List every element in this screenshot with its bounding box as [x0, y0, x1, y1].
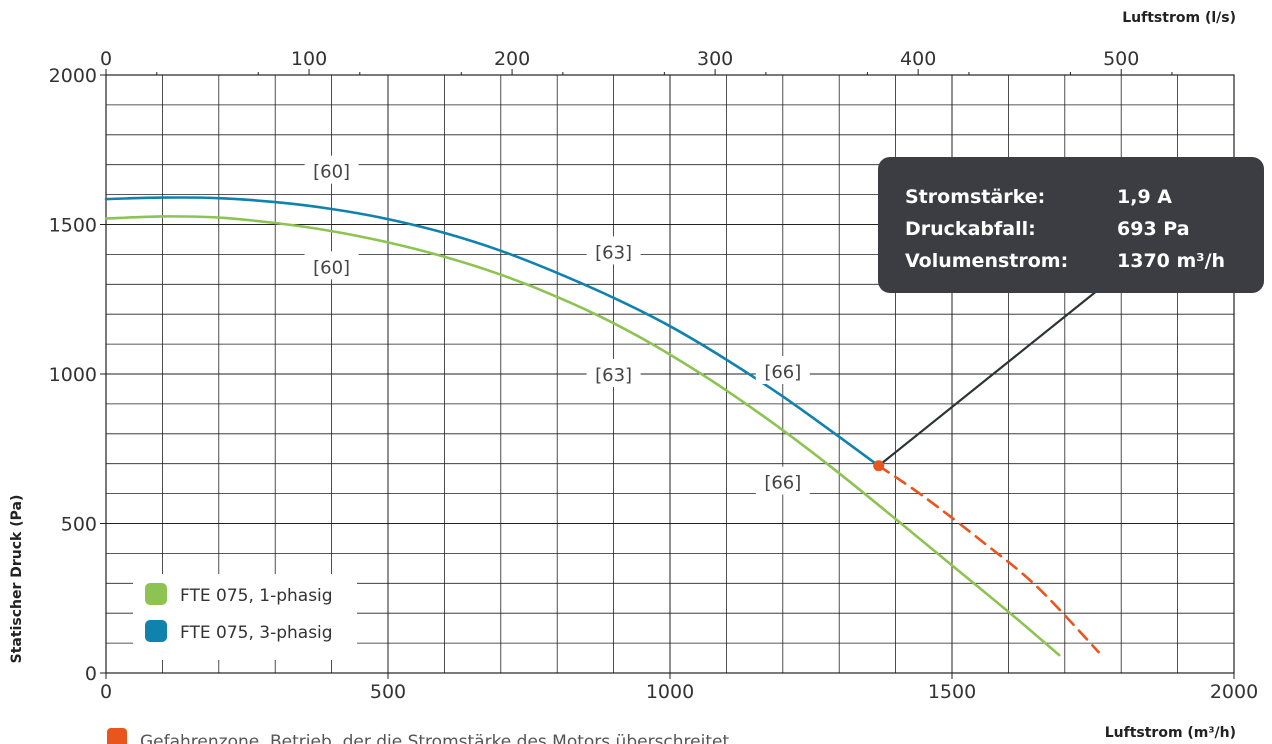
- x2-tick-label: 0: [100, 48, 112, 70]
- curve-label-bg: [304, 155, 359, 184]
- legend-label: FTE 075, 3-phasig: [180, 623, 333, 643]
- x2-tick-label: 400: [900, 48, 936, 70]
- danger-legend-text: Gefahrenzone. Betrieb, der die Stromstär…: [140, 732, 729, 744]
- x-tick-label: 0: [100, 681, 112, 703]
- tooltip-label: Volumenstrom:: [905, 250, 1068, 272]
- curve-label-bg: [755, 356, 810, 385]
- curve-label: [66]: [764, 362, 801, 383]
- x-tick-label: 1500: [928, 681, 976, 703]
- tooltip-leader-line: [877, 289, 1099, 467]
- x-tick-label: 2000: [1210, 681, 1258, 703]
- x-axis-title: Luftstrom (m³/h): [1105, 725, 1236, 741]
- curve-label-bg: [586, 359, 641, 387]
- danger-zone-line: [877, 464, 1100, 654]
- series-line: [104, 196, 880, 468]
- curve-label-bg: [586, 236, 641, 265]
- y-tick-label: 2000: [49, 65, 97, 87]
- tooltip-label: Druckabfall:: [905, 218, 1036, 240]
- legend-swatch: [145, 583, 167, 605]
- curve-label: [60]: [313, 162, 350, 183]
- curve-label: [66]: [764, 473, 801, 494]
- x2-tick-label: 200: [494, 48, 530, 70]
- series-line: [104, 215, 1061, 657]
- operating-point-marker: [873, 460, 885, 472]
- tooltip-box: [878, 157, 1264, 293]
- legend-swatch: [145, 620, 167, 642]
- x2-tick-label: 100: [291, 48, 327, 70]
- tooltip-value: 693 Pa: [1117, 218, 1190, 240]
- legend-bg: [133, 574, 357, 660]
- legend: FTE 075, 1-phasig FTE 075, 3-phasig: [133, 574, 357, 660]
- tooltip-value: 1370 m³/h: [1117, 250, 1225, 272]
- grid: [106, 75, 1234, 673]
- curves: [104, 196, 1100, 657]
- x2-axis-title: Luftstrom (l/s): [1122, 10, 1236, 26]
- y-axis-title: Statischer Druck (Pa): [9, 495, 25, 664]
- x2-tick-label: 300: [697, 48, 733, 70]
- curve-label-bg: [304, 251, 359, 280]
- curve-label: [63]: [595, 242, 632, 263]
- y-tick-label: 0: [85, 663, 97, 685]
- y-tick-label: 1000: [49, 364, 97, 386]
- y-tick-label: 500: [61, 514, 97, 536]
- x-tick-label: 500: [370, 681, 406, 703]
- curve-label-bg: [755, 466, 810, 495]
- danger-legend-swatch: [107, 728, 127, 744]
- curve-labels: [60] [60] [63] [63] [66] [66]: [304, 155, 810, 495]
- curve-label: [63]: [595, 365, 632, 386]
- x-tick-label: 1000: [646, 681, 694, 703]
- y-tick-label: 1500: [49, 215, 97, 237]
- tooltip-label: Stromstärke:: [905, 186, 1045, 208]
- curve-label: [60]: [313, 257, 350, 278]
- x2-tick-label: 500: [1103, 48, 1139, 70]
- tooltip-value: 1,9 A: [1117, 186, 1172, 208]
- tooltip: Stromstärke: 1,9 A Druckabfall: 693 Pa Volum…: [873, 157, 1264, 472]
- legend-label: FTE 075, 1-phasig: [180, 586, 333, 606]
